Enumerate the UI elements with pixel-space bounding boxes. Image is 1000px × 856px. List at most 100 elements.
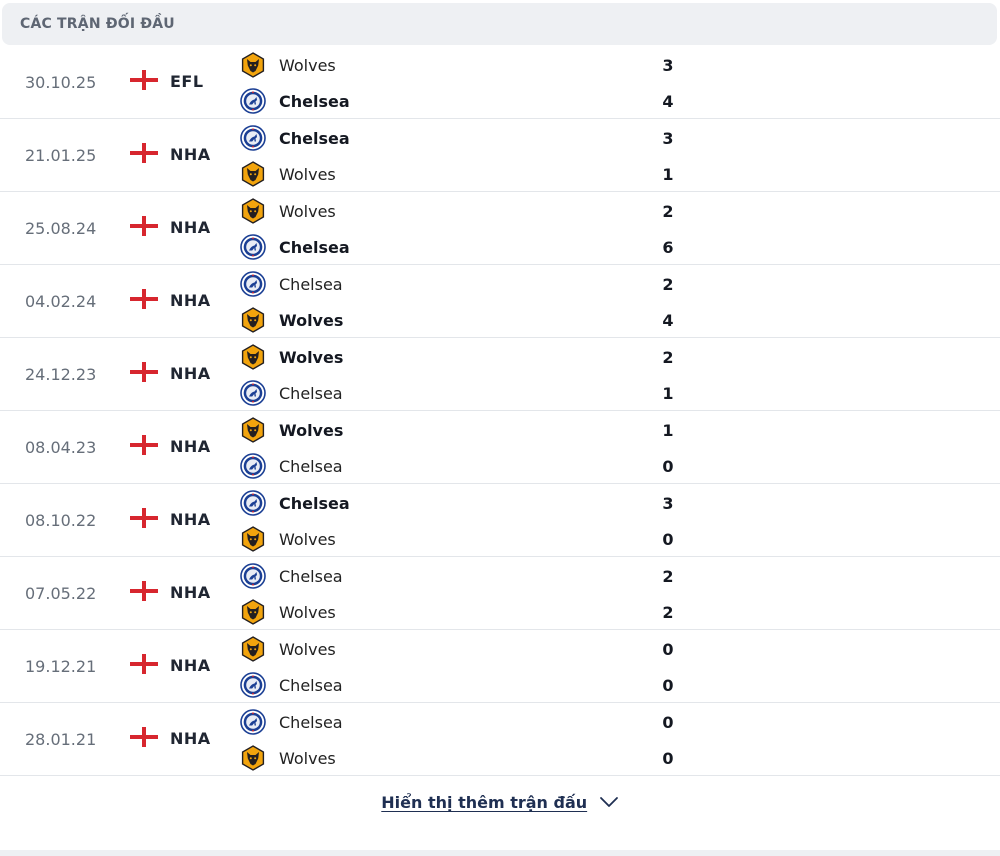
england-flag-icon: [130, 362, 158, 382]
team-row: Wolves 1: [240, 417, 690, 443]
match-date: 21.01.25: [25, 146, 97, 165]
match-date: 04.02.24: [25, 292, 97, 311]
team-name: Chelsea: [279, 494, 350, 513]
competition-label: EFL: [170, 72, 204, 91]
show-more-label: Hiển thị thêm trận đấu: [381, 793, 588, 812]
team-row: Wolves 2: [240, 599, 690, 625]
team-name: Wolves: [279, 603, 336, 622]
team-score: 2: [662, 275, 674, 294]
chelsea-logo-icon: [240, 563, 266, 589]
chelsea-logo-icon: [240, 490, 266, 516]
team-score: 1: [662, 421, 674, 440]
competition-label: NHA: [170, 291, 211, 310]
head-to-head-list: 30.10.25 EFL Wolves 3 Chelsea 4 21.01.25 NHA Che…: [0, 46, 1000, 776]
team-name: Wolves: [279, 348, 344, 367]
wolves-logo-icon: [240, 526, 266, 552]
match-date: 08.10.22: [25, 511, 97, 530]
team-row: Chelsea 6: [240, 234, 690, 260]
team-row: Wolves 2: [240, 344, 690, 370]
team-score: 0: [662, 713, 674, 732]
team-row: Wolves 1: [240, 161, 690, 187]
competition-label: NHA: [170, 145, 211, 164]
team-name: Chelsea: [279, 238, 350, 257]
team-row: Wolves 2: [240, 198, 690, 224]
competition-label: NHA: [170, 364, 211, 383]
match-row[interactable]: 24.12.23 NHA Wolves 2 Chelsea 1: [0, 338, 1000, 411]
team-row: Wolves 3: [240, 52, 690, 78]
competition-label: NHA: [170, 583, 211, 602]
wolves-logo-icon: [240, 417, 266, 443]
match-row[interactable]: 08.04.23 NHA Wolves 1 Chelsea 0: [0, 411, 1000, 484]
match-row[interactable]: 21.01.25 NHA Chelsea 3 Wolves 1: [0, 119, 1000, 192]
wolves-logo-icon: [240, 745, 266, 771]
team-row: Wolves 0: [240, 745, 690, 771]
team-name: Chelsea: [279, 129, 350, 148]
wolves-logo-icon: [240, 307, 266, 333]
chevron-down-icon: [599, 796, 618, 807]
team-row: Wolves 0: [240, 636, 690, 662]
match-row[interactable]: 25.08.24 NHA Wolves 2 Chelsea 6: [0, 192, 1000, 265]
team-score: 0: [662, 749, 674, 768]
team-name: Chelsea: [279, 676, 343, 695]
match-row[interactable]: 07.05.22 NHA Chelsea 2 Wolves 2: [0, 557, 1000, 630]
chelsea-logo-icon: [240, 125, 266, 151]
team-name: Wolves: [279, 640, 336, 659]
match-date: 28.01.21: [25, 730, 97, 749]
chelsea-logo-icon: [240, 380, 266, 406]
team-score: 3: [662, 56, 674, 75]
team-row: Wolves 4: [240, 307, 690, 333]
team-score: 0: [662, 676, 674, 695]
chelsea-logo-icon: [240, 672, 266, 698]
match-row[interactable]: 30.10.25 EFL Wolves 3 Chelsea 4: [0, 46, 1000, 119]
team-name: Chelsea: [279, 457, 343, 476]
team-row: Chelsea 0: [240, 672, 690, 698]
show-more-button[interactable]: Hiển thị thêm trận đấu: [0, 793, 1000, 812]
match-row[interactable]: 04.02.24 NHA Chelsea 2 Wolves 4: [0, 265, 1000, 338]
team-name: Wolves: [279, 421, 344, 440]
team-score: 0: [662, 530, 674, 549]
match-row[interactable]: 08.10.22 NHA Chelsea 3 Wolves 0: [0, 484, 1000, 557]
team-name: Chelsea: [279, 92, 350, 111]
team-score: 2: [662, 603, 674, 622]
bottom-divider: [0, 850, 1000, 856]
team-name: Chelsea: [279, 384, 343, 403]
team-name: Wolves: [279, 56, 336, 75]
england-flag-icon: [130, 508, 158, 528]
england-flag-icon: [130, 435, 158, 455]
team-name: Wolves: [279, 749, 336, 768]
competition-label: NHA: [170, 510, 211, 529]
england-flag-icon: [130, 70, 158, 90]
england-flag-icon: [130, 654, 158, 674]
team-name: Chelsea: [279, 713, 343, 732]
team-score: 2: [662, 202, 674, 221]
match-date: 30.10.25: [25, 73, 97, 92]
team-score: 1: [662, 384, 674, 403]
team-name: Chelsea: [279, 275, 343, 294]
chelsea-logo-icon: [240, 453, 266, 479]
competition-label: NHA: [170, 656, 211, 675]
chelsea-logo-icon: [240, 88, 266, 114]
team-row: Chelsea 0: [240, 453, 690, 479]
wolves-logo-icon: [240, 198, 266, 224]
match-date: 08.04.23: [25, 438, 97, 457]
england-flag-icon: [130, 727, 158, 747]
team-name: Wolves: [279, 165, 336, 184]
match-row[interactable]: 28.01.21 NHA Chelsea 0 Wolves 0: [0, 703, 1000, 776]
team-name: Wolves: [279, 530, 336, 549]
team-name: Wolves: [279, 311, 344, 330]
match-row[interactable]: 19.12.21 NHA Wolves 0 Chelsea 0: [0, 630, 1000, 703]
team-score: 6: [662, 238, 674, 257]
team-score: 0: [662, 457, 674, 476]
england-flag-icon: [130, 581, 158, 601]
match-date: 07.05.22: [25, 584, 97, 603]
section-title: CÁC TRẬN ĐỐI ĐẦU: [20, 16, 175, 32]
wolves-logo-icon: [240, 636, 266, 662]
england-flag-icon: [130, 289, 158, 309]
wolves-logo-icon: [240, 344, 266, 370]
team-score: 2: [662, 567, 674, 586]
match-date: 24.12.23: [25, 365, 97, 384]
team-row: Wolves 0: [240, 526, 690, 552]
team-row: Chelsea 1: [240, 380, 690, 406]
wolves-logo-icon: [240, 161, 266, 187]
chelsea-logo-icon: [240, 234, 266, 260]
